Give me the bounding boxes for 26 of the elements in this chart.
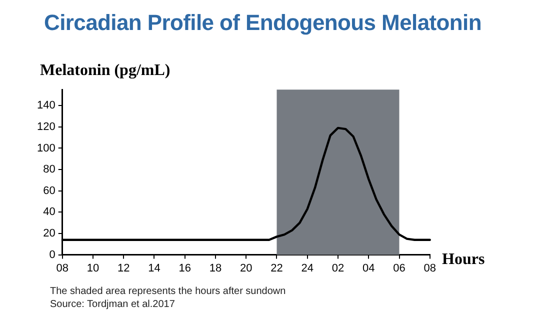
x-tick-label: 02 [332,262,344,274]
x-tick-label: 08 [56,262,68,274]
x-tick-label: 24 [301,262,314,274]
x-tick-label: 12 [117,262,130,274]
x-tick-label: 22 [270,262,283,274]
y-tick-label: 100 [36,142,56,154]
y-tick-label: 140 [36,100,56,112]
x-axis-title: Hours [442,251,485,269]
y-tick-label: 120 [36,120,56,133]
y-tick-label: 40 [43,206,56,218]
y-tick-label: 0 [49,248,56,261]
text: The shaded area represents the hours after sundown [50,285,286,298]
x-tick-label: 06 [393,262,406,274]
x-tick-label: 04 [362,262,375,274]
y-axis-title: Melatonin (pg/mL) [40,62,170,80]
x-tick-label: 18 [209,262,222,274]
x-tick-label: 08 [424,262,436,274]
y-tick-label: 20 [43,228,56,240]
y-tick-label: 60 [43,184,56,197]
x-tick-label: 16 [178,262,191,274]
chart-title: Circadian Profile of Endogenous Melatonin [44,10,482,36]
source-note: Source: Tordjman et al.2017 [50,298,176,311]
x-tick-label: 20 [240,262,252,274]
x-tick-label: 10 [86,262,100,274]
y-tick-label: 80 [43,164,56,176]
x-tick-label: 14 [148,262,160,274]
